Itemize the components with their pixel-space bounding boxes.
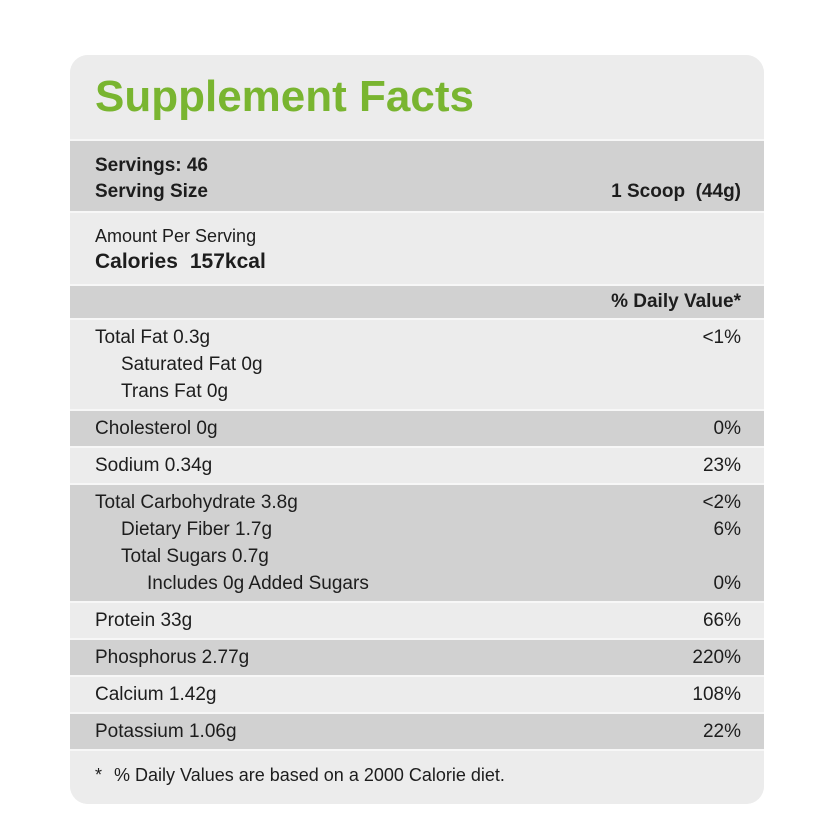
page-title: Supplement Facts	[95, 72, 474, 121]
supplement-facts-panel: Supplement Facts Servings: 46 Serving Si…	[70, 55, 764, 804]
calories-value: 157kcal	[189, 250, 266, 273]
daily-value-percent: 22%	[702, 721, 741, 742]
daily-value-percent: 108%	[692, 684, 741, 705]
facts-table: Total Fat 0.3g <1% Saturated Fat 0g Trans F…	[70, 320, 764, 751]
daily-value-header: % Daily Value*	[70, 286, 764, 318]
nutrient-label: Cholesterol 0g	[95, 418, 218, 439]
nutrient-label: Total Sugars 0.7g	[121, 546, 269, 567]
section-separator	[70, 284, 764, 286]
row-separator	[70, 446, 764, 448]
row-separator	[70, 749, 764, 751]
nutrient-label: Total Fat 0.3g	[95, 327, 211, 348]
servings-count: Servings: 46	[95, 155, 208, 176]
table-row: Total Fat 0.3g <1% Saturated Fat 0g Trans F…	[70, 320, 764, 409]
nutrient-label: Total Carbohydrate 3.8g	[95, 492, 298, 513]
daily-value-percent: <1%	[702, 327, 741, 348]
row-separator	[70, 601, 764, 603]
table-row: Potassium 1.06g 22%	[70, 714, 764, 749]
section-separator	[70, 318, 764, 320]
daily-value-percent: <2%	[702, 492, 741, 513]
row-separator	[70, 483, 764, 485]
title-section: Supplement Facts	[70, 55, 764, 139]
table-row: Sodium 0.34g 23%	[70, 448, 764, 483]
servings-band: Servings: 46 Serving Size 1 Scoop (44g)	[70, 141, 764, 211]
footnote: * % Daily Values are based on a 2000 Cal…	[70, 751, 764, 804]
daily-value-percent: 23%	[702, 455, 741, 476]
nutrient-label: Saturated Fat 0g	[121, 354, 263, 375]
daily-value-percent: 0%	[713, 418, 741, 439]
daily-value-percent: 6%	[713, 519, 741, 540]
nutrient-label: Sodium 0.34g	[95, 455, 213, 476]
table-row: Calcium 1.42g 108%	[70, 677, 764, 712]
table-row: Protein 33g 66%	[70, 603, 764, 638]
nutrient-label: Phosphorus 2.77g	[95, 647, 250, 668]
nutrient-label: Dietary Fiber 1.7g	[121, 519, 273, 540]
nutrient-label: Trans Fat 0g	[121, 381, 229, 402]
table-row: Cholesterol 0g 0%	[70, 411, 764, 446]
daily-value-percent: 66%	[702, 610, 741, 631]
nutrient-label: Potassium 1.06g	[95, 721, 237, 742]
daily-value-percent: 220%	[692, 647, 741, 668]
nutrient-label: Includes 0g Added Sugars	[147, 573, 369, 594]
serving-size-value: 1 Scoop (44g)	[611, 181, 741, 202]
row-separator	[70, 675, 764, 677]
calories-label: Calories	[95, 250, 178, 273]
footnote-asterisk: *	[95, 765, 103, 785]
calories-section: Amount Per Serving Calories 157kcal	[70, 213, 764, 284]
section-separator	[70, 211, 764, 213]
amount-per-serving-label: Amount Per Serving	[95, 226, 257, 246]
row-separator	[70, 712, 764, 714]
row-separator	[70, 638, 764, 640]
table-row: Phosphorus 2.77g 220%	[70, 640, 764, 675]
nutrient-label: Protein 33g	[95, 610, 193, 631]
nutrient-label: Calcium 1.42g	[95, 684, 217, 705]
table-row: Total Carbohydrate 3.8g <2% Dietary Fiber …	[70, 485, 764, 601]
daily-value-percent: 0%	[713, 573, 741, 594]
section-separator	[70, 139, 764, 141]
serving-size-label: Serving Size	[95, 181, 208, 202]
row-separator	[70, 409, 764, 411]
footnote-text: % Daily Values are based on a 2000 Calor…	[114, 765, 505, 785]
